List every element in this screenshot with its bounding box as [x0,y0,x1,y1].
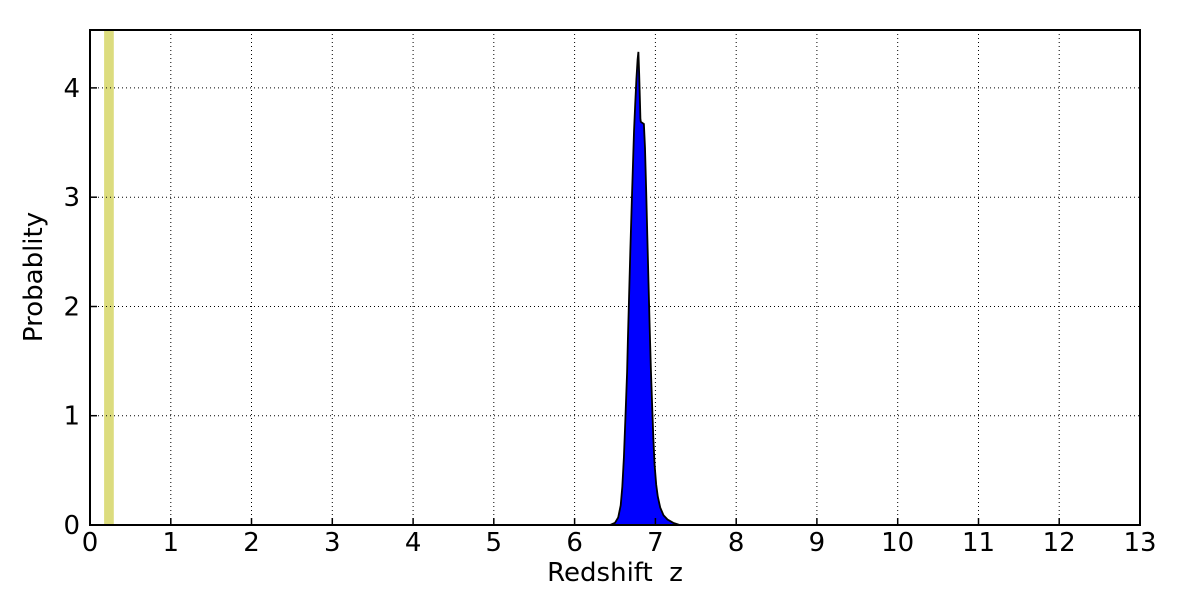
x-tick-label-10: 10 [881,528,914,558]
plot-frame [89,29,1141,526]
x-tick-label-7: 7 [647,528,664,558]
y-tick-label-4: 4 [63,74,80,104]
x-tick-label-3: 3 [324,528,341,558]
x-tick-label-13: 13 [1123,528,1156,558]
x-tick-label-11: 11 [962,528,995,558]
y-tick-label-3: 3 [63,183,80,213]
x-tick-label-12: 12 [1043,528,1076,558]
x-tick-label-4: 4 [405,528,422,558]
redshift-probability-distribution [609,51,680,526]
y-axis-label: Probablity [19,211,49,343]
y-tick-label-0: 0 [63,511,80,541]
x-tick-label-8: 8 [728,528,745,558]
y-tick-label-2: 2 [63,293,80,323]
x-axis-label: Redshift z [547,558,683,588]
x-tick-label-9: 9 [809,528,826,558]
y-tick-label-1: 1 [63,402,80,432]
low-redshift-vspan [104,30,114,525]
x-tick-label-5: 5 [486,528,503,558]
x-tick-label-6: 6 [566,528,583,558]
x-tick-label-2: 2 [243,528,260,558]
x-tick-label-1: 1 [163,528,180,558]
x-tick-label-0: 0 [82,528,99,558]
